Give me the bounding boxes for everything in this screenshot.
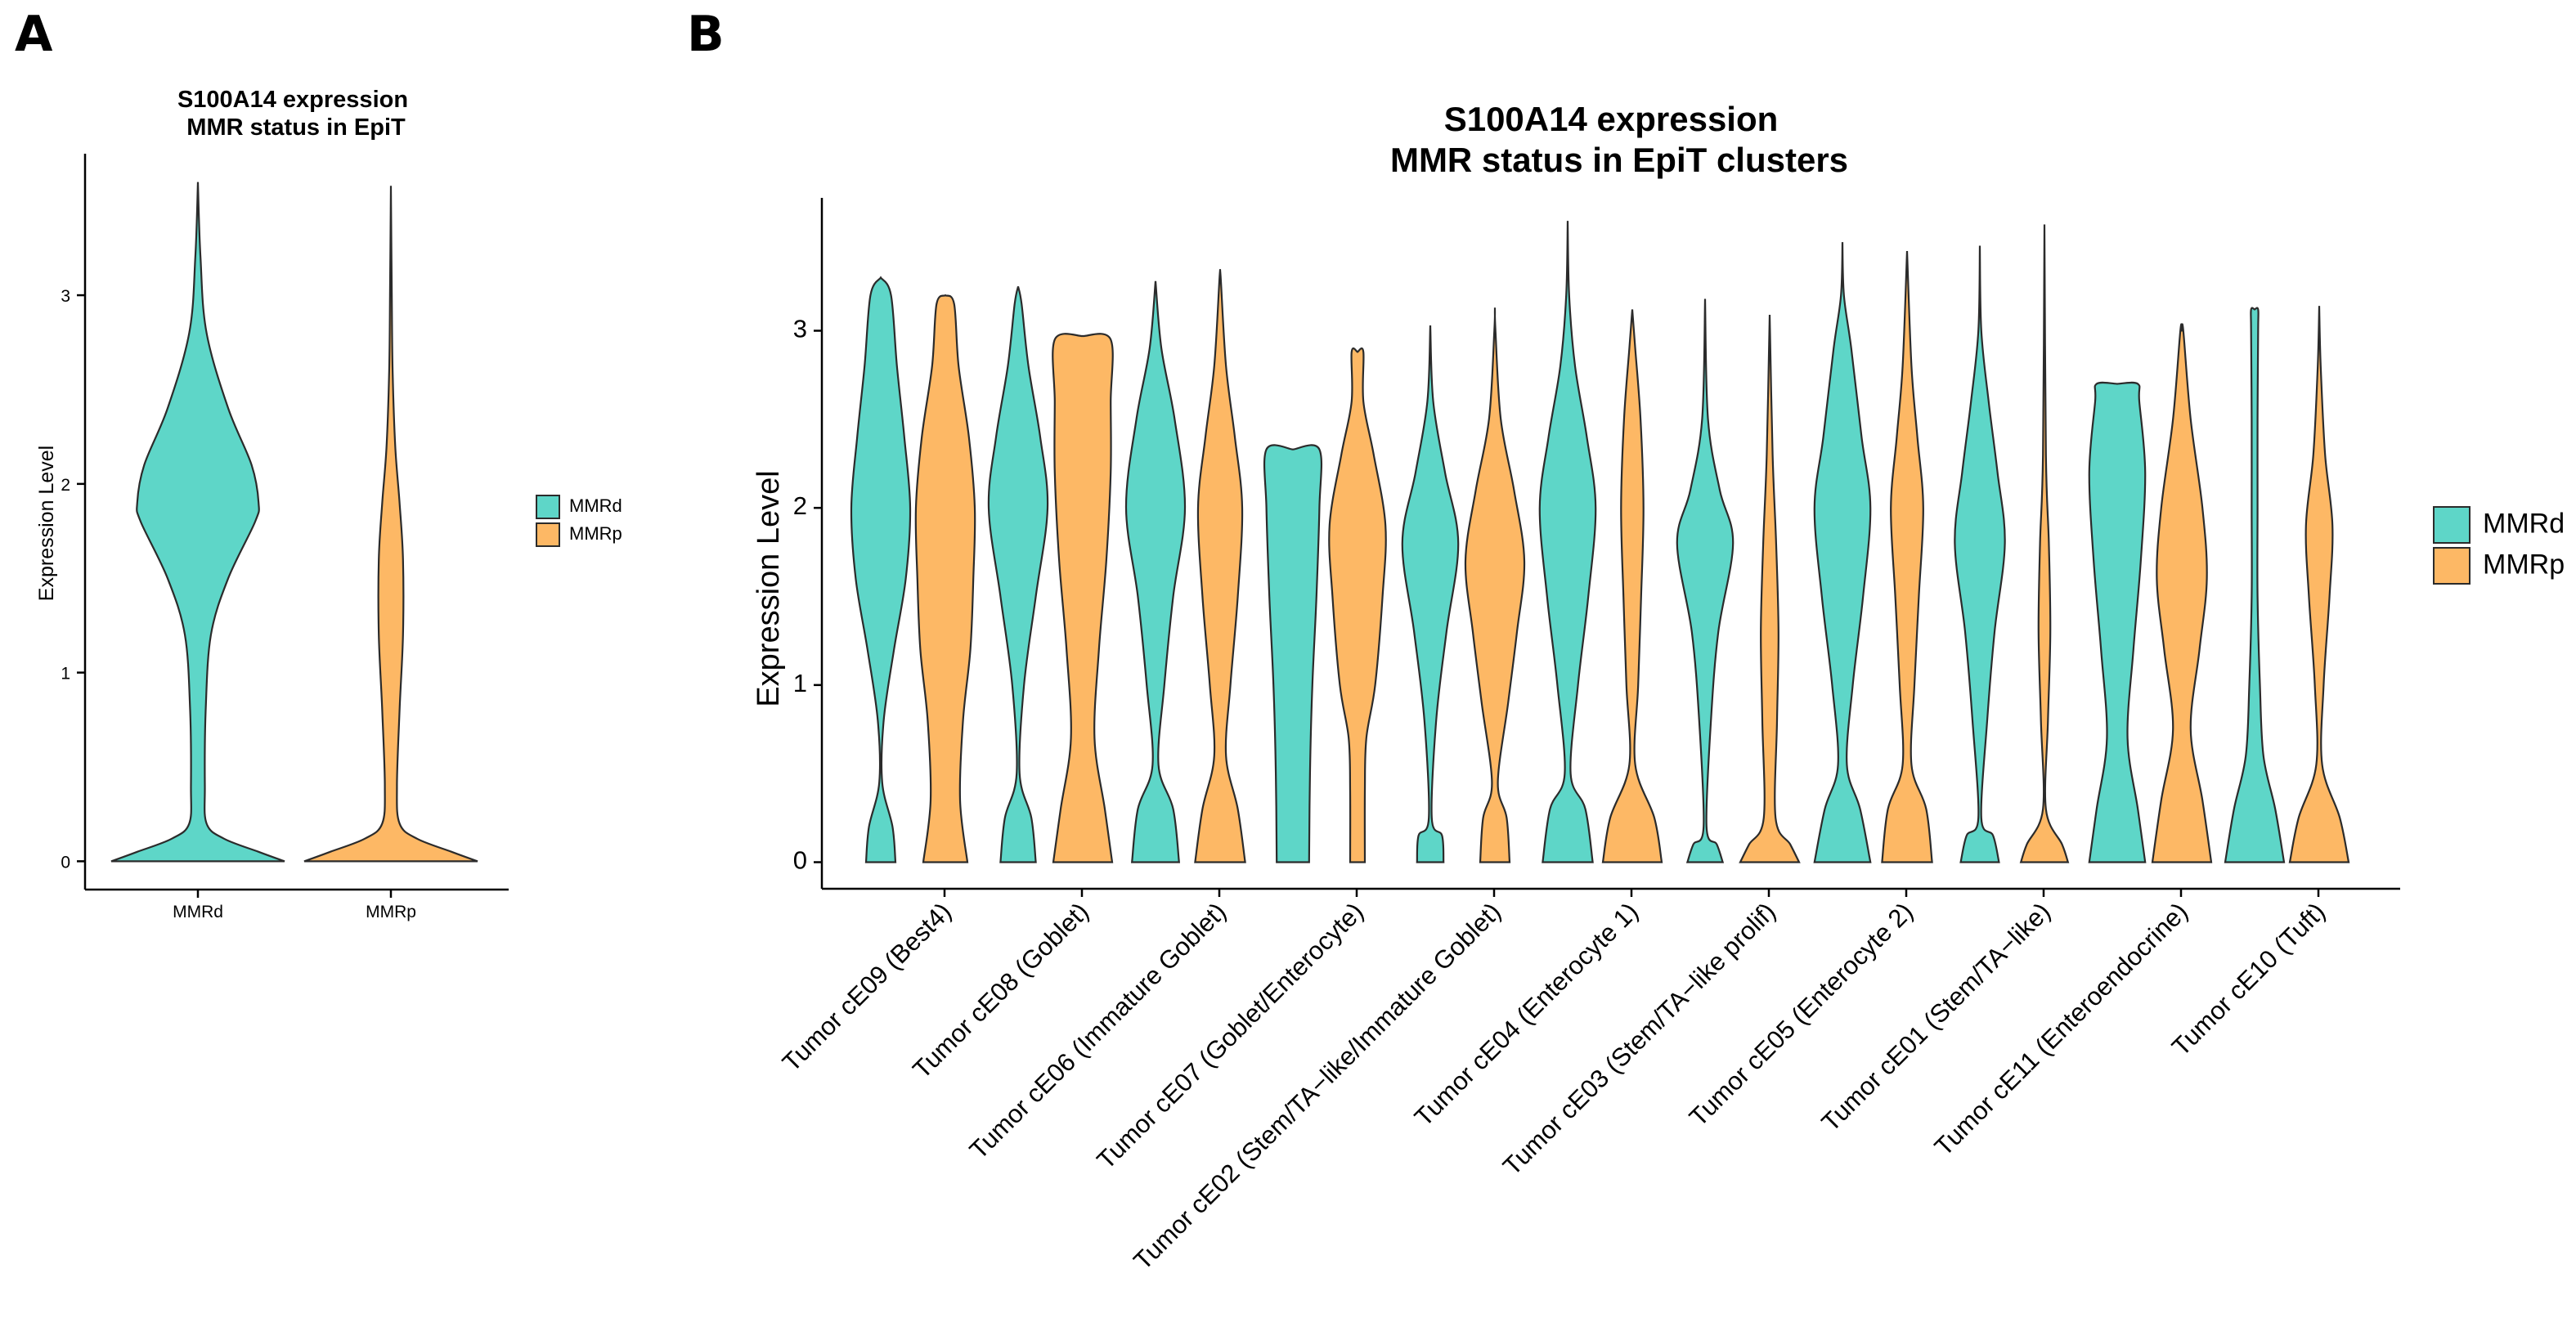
panel-a-y-axis-label: Expression Level bbox=[35, 446, 58, 601]
panel-a-letter: A bbox=[15, 6, 53, 63]
x-tick-label: Tumor cE07 (Goblet/Enterocyte) bbox=[1091, 897, 1368, 1174]
panel-b-chart: S100A14 expression MMR status in EpiT cl… bbox=[752, 100, 2565, 1275]
legend-label-mmrp: MMRp bbox=[569, 523, 622, 544]
x-tick-label: MMRd bbox=[173, 903, 223, 921]
x-tick-label: Tumor cE04 (Enterocyte 1) bbox=[1409, 897, 1644, 1132]
y-tick-label: 2 bbox=[793, 491, 807, 520]
violin-tumor-ce06-immature-goblet-mmrd bbox=[1124, 280, 1187, 863]
legend-label-mmrd: MMRd bbox=[2483, 509, 2565, 540]
violin-mmrd-mmrd bbox=[110, 182, 285, 863]
violin-tumor-ce05-enterocyte-2-mmrp bbox=[1881, 250, 1933, 863]
legend-swatch-mmrp bbox=[536, 522, 560, 547]
panel-b-y-axis-label: Expression Level bbox=[752, 470, 786, 706]
violin-tumor-ce01-stem-ta-like-mmrd bbox=[1954, 245, 2006, 863]
y-tick-label: 2 bbox=[61, 476, 70, 495]
panel-b-title-line2: MMR status in EpiT clusters bbox=[1390, 141, 1848, 179]
x-tick-label: MMRp bbox=[366, 903, 416, 921]
violin-tumor-ce09-best4-mmrd bbox=[850, 276, 912, 863]
violin-tumor-ce07-goblet-enterocyte-mmrp bbox=[1328, 347, 1387, 863]
x-tick-label: Tumor cE06 (Immature Goblet) bbox=[964, 897, 1232, 1164]
violin-tumor-ce07-goblet-enterocyte-mmrd bbox=[1263, 444, 1323, 863]
panel-a-title-line1: S100A14 expression bbox=[177, 87, 408, 113]
x-tick-label: Tumor cE01 (Stem/TA−like) bbox=[1816, 897, 2056, 1136]
violin-tumor-ce02-stem-ta-like-immature-goblet-mmrp bbox=[1464, 307, 1526, 863]
violin-tumor-ce05-enterocyte-2-mmrd bbox=[1813, 242, 1872, 863]
y-tick-label: 1 bbox=[61, 665, 70, 684]
panel-a-chart: S100A14 expression MMR status in EpiT Ex… bbox=[35, 87, 622, 921]
violin-tumor-ce11-enteroendocrine-mmrp bbox=[2151, 323, 2213, 863]
violin-tumor-ce10-tuft-mmrd bbox=[2224, 307, 2286, 863]
violin-tumor-ce08-goblet-mmrp bbox=[1052, 333, 1114, 863]
legend-swatch-mmrd bbox=[536, 495, 560, 519]
violin-tumor-ce04-enterocyte-1-mmrp bbox=[1601, 309, 1663, 863]
violin-tumor-ce11-enteroendocrine-mmrd bbox=[2088, 381, 2147, 863]
violin-tumor-ce04-enterocyte-1-mmrd bbox=[1538, 221, 1597, 863]
x-tick-label: Tumor cE11 (Enteroendocrine) bbox=[1929, 897, 2193, 1161]
violin-tumor-ce01-stem-ta-like-mmrp bbox=[2019, 224, 2070, 863]
y-tick-label: 0 bbox=[793, 846, 807, 875]
panel-a-title-line2: MMR status in EpiT bbox=[180, 114, 406, 141]
violin-tumor-ce08-goblet-mmrd bbox=[987, 286, 1049, 863]
x-tick-label: Tumor cE03 (Stem/TA−like prolif) bbox=[1497, 897, 1781, 1181]
y-tick-label: 3 bbox=[793, 315, 807, 343]
legend-swatch-mmrd bbox=[2433, 506, 2471, 544]
violin-tumor-ce10-tuft-mmrp bbox=[2288, 306, 2350, 863]
legend-label-mmrp: MMRp bbox=[2483, 549, 2565, 581]
legend-swatch-mmrp bbox=[2433, 547, 2471, 585]
y-tick-label: 1 bbox=[793, 669, 807, 697]
violin-mmrp-mmrp bbox=[303, 186, 478, 863]
violin-tumor-ce09-best4-mmrp bbox=[914, 294, 976, 863]
legend-label-mmrd: MMRd bbox=[569, 495, 622, 516]
violin-tumor-ce02-stem-ta-like-immature-goblet-mmrd bbox=[1401, 325, 1460, 863]
violin-tumor-ce03-stem-ta-like-prolif-mmrd bbox=[1676, 298, 1735, 863]
x-tick-label: Tumor cE10 (Tuft) bbox=[2166, 897, 2331, 1061]
x-tick-label: Tumor cE05 (Enterocyte 2) bbox=[1684, 897, 1919, 1132]
panel-b-title-line1: S100A14 expression bbox=[1444, 100, 1779, 138]
violin-tumor-ce03-stem-ta-like-prolif-mmrp bbox=[1739, 314, 1801, 863]
y-tick-label: 3 bbox=[61, 287, 70, 306]
y-tick-label: 0 bbox=[61, 853, 70, 872]
panel-b-letter: B bbox=[687, 6, 725, 63]
violin-tumor-ce06-immature-goblet-mmrp bbox=[1194, 268, 1246, 863]
